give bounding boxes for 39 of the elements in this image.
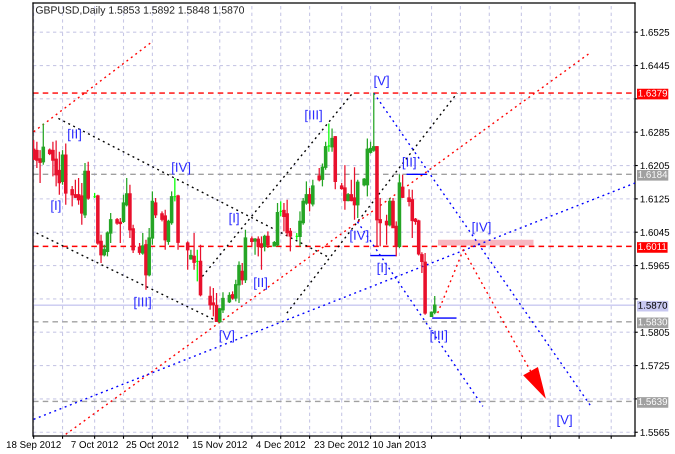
y-tick-label: 1.5805: [640, 328, 670, 336]
annotation: [IV]: [172, 162, 190, 175]
ref-line-label: 1.5639: [638, 398, 668, 406]
y-tick-label: 1.6525: [640, 28, 670, 36]
y-tick-label: 1.6205: [640, 162, 670, 170]
annotation: [II]: [254, 277, 267, 290]
annotation: [V]: [557, 414, 572, 427]
annotation: [II]: [402, 157, 416, 170]
annotation: [II]: [68, 128, 81, 142]
ref-line-label: 1.5830: [638, 318, 668, 326]
annotation: [III]: [305, 110, 322, 122]
annotation: [IV]: [350, 230, 368, 243]
x-tick-label: 10 Jan 2013: [373, 441, 426, 448]
ref-line-label: 1.6011: [638, 243, 666, 250]
x-tick-label: 23 Dec 2012: [314, 441, 369, 448]
annotation: [I]: [378, 262, 387, 276]
y-tick-label: 1.6125: [640, 196, 670, 202]
annotation: [V]: [374, 76, 389, 88]
annotation: [I]: [51, 200, 60, 213]
y-tick-label: 1.5965: [640, 262, 670, 270]
y-tick-label: 1.5725: [640, 362, 670, 370]
x-tick-label: 25 Oct 2012: [126, 441, 178, 448]
annotation: [I]: [230, 212, 239, 226]
x-tick-label: 7 Oct 2012: [71, 441, 118, 448]
annotation: [IV]: [472, 222, 490, 234]
y-tick-label: 1.5565: [640, 428, 670, 436]
ref-line-label: 1.5870: [638, 302, 668, 309]
ref-line-label: 1.6184: [638, 171, 668, 178]
x-tick-label: 15 Nov 2012: [192, 441, 247, 448]
x-tick-label: 18 Sep 2012: [6, 441, 61, 450]
y-tick-label: 1.6045: [640, 228, 670, 236]
annotation: [III]: [134, 296, 151, 310]
y-tick-label: 1.6445: [640, 62, 670, 70]
ref-line-label: 1.6379: [638, 90, 668, 97]
annotation: [V]: [220, 330, 234, 343]
y-tick-label: 1.6285: [640, 128, 670, 136]
x-tick-label: 4 Dec 2012: [256, 441, 306, 448]
chart-title: GBPUSD,Daily 1.5853 1.5892 1.5848 1.5870: [36, 6, 244, 16]
annotation: [III]: [430, 330, 447, 343]
